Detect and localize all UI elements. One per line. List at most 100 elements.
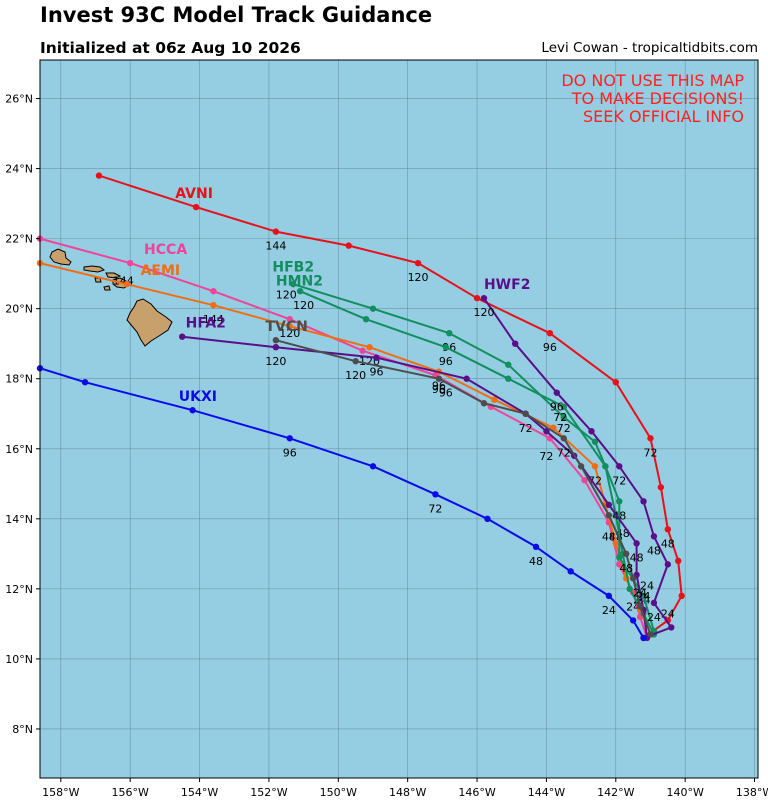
track-point-tvcn <box>647 631 654 638</box>
lat-tick-label: 20°N <box>5 303 33 316</box>
model-name-hfb2: HFB2 <box>272 260 314 276</box>
track-point-ukxi <box>286 435 293 442</box>
island-hawaii <box>126 298 173 347</box>
track-point-hfb2 <box>505 361 512 368</box>
forecast-hour-label: 72 <box>557 422 571 435</box>
track-point-hmn2 <box>362 315 370 323</box>
model-name-hfa2: HFA2 <box>186 316 226 332</box>
track-point-hwf2 <box>650 533 658 540</box>
track-point-avni <box>414 259 422 267</box>
model-name-hmn2: HMN2 <box>276 274 323 290</box>
ocean-background <box>40 60 758 778</box>
lat-tick-label: 22°N <box>5 233 33 246</box>
forecast-hour-label: 48 <box>661 537 675 550</box>
track-point-aemi <box>491 396 498 403</box>
track-point-hfb2 <box>290 280 297 288</box>
track-point-tvcn <box>622 550 630 558</box>
track-point-hmn2 <box>296 287 304 295</box>
warning-line-1: DO NOT USE THIS MAP <box>561 71 744 90</box>
track-point-hmn2 <box>442 344 450 351</box>
lat-tick-label: 24°N <box>5 163 33 176</box>
track-point-aemi <box>591 463 599 470</box>
track-point-hwf2 <box>640 498 647 505</box>
track-point-tvcn <box>522 410 529 417</box>
track-point-hwf2 <box>668 624 675 631</box>
forecast-hour-label: 96 <box>439 387 453 400</box>
track-point-tvcn <box>636 603 644 610</box>
track-point-hcca <box>581 477 588 484</box>
lon-tick-label: 146°W <box>458 786 495 799</box>
track-point-hcca <box>210 287 217 295</box>
track-point-hwf2 <box>553 389 561 396</box>
track-point-ukxi <box>567 568 574 575</box>
lon-tick-label: 148°W <box>389 786 426 799</box>
track-point-avni <box>664 526 672 533</box>
track-point-ukxi <box>629 617 637 624</box>
forecast-hour-label: 96 <box>369 366 383 379</box>
lat-tick-label: 12°N <box>5 583 33 596</box>
track-point-hmn2 <box>616 498 623 505</box>
forecast-hour-label: 72 <box>539 450 553 463</box>
forecast-hour-label: 72 <box>428 502 442 515</box>
forecast-hour-label: 96 <box>550 401 564 414</box>
forecast-hour-label: 120 <box>345 369 366 382</box>
model-name-tvcn: TVCN <box>265 319 307 335</box>
track-point-hfa2 <box>272 344 280 351</box>
track-point-avni <box>612 379 619 386</box>
lon-tick-label: 140°W <box>666 786 703 799</box>
forecast-hour-label: 48 <box>529 555 543 568</box>
track-point-aemi <box>612 540 619 547</box>
track-point-hwf2 <box>664 561 672 568</box>
forecast-hour-label: 24 <box>637 590 651 603</box>
island-molokai <box>105 272 122 279</box>
forecast-hour-label: 120 <box>276 289 297 302</box>
track-point-avni <box>95 172 103 179</box>
track-point-ukxi <box>640 634 647 642</box>
forecast-hour-label: 96 <box>283 446 297 459</box>
warning-line-3: SEEK OFFICIAL INFO <box>583 107 744 126</box>
lon-tick-label: 144°W <box>528 786 565 799</box>
track-point-hwf2 <box>616 463 623 470</box>
track-point-hfb2 <box>591 438 599 445</box>
model-name-hwf2: HWF2 <box>484 277 530 293</box>
track-point-hcca <box>126 259 134 267</box>
forecast-hour-label: 96 <box>543 341 557 354</box>
forecast-hour-label: 96 <box>432 383 446 396</box>
track-point-hfb2 <box>446 329 453 337</box>
lat-tick-label: 26°N <box>5 93 33 106</box>
track-point-avni <box>272 228 280 235</box>
track-line-tvcn <box>275 339 652 635</box>
forecast-hour-label: 72 <box>557 446 571 459</box>
track-line-ukxi <box>39 367 645 639</box>
lon-tick-label: 158°W <box>42 786 79 799</box>
model-name-hcca: HCCA <box>144 242 187 258</box>
lon-tick-label: 154°W <box>181 786 218 799</box>
lon-tick-label: 142°W <box>597 786 634 799</box>
track-point-tvcn <box>480 400 488 407</box>
track-point-ukxi <box>369 463 377 470</box>
forecast-hour-label: 48 <box>619 562 633 575</box>
track-point-hwf2 <box>650 599 658 607</box>
track-line-hfa2 <box>182 335 648 639</box>
track-point-hmn2 <box>602 463 609 470</box>
forecast-hour-label: 24 <box>647 611 661 624</box>
forecast-hour-label: 48 <box>630 551 644 564</box>
init-time-subtitle: Initialized at 06z Aug 10 2026 <box>40 39 301 57</box>
forecast-hour-label: 120 <box>265 355 286 368</box>
lat-tick-label: 18°N <box>5 373 33 386</box>
lon-tick-label: 150°W <box>320 786 357 799</box>
track-point-ukxi <box>81 379 89 386</box>
track-point-avni <box>657 484 665 491</box>
island-kahoolawe <box>103 285 111 291</box>
model-name-ukxi: UKXI <box>179 389 217 405</box>
lon-tick-label: 138°W <box>736 786 768 799</box>
track-point-ukxi <box>605 592 613 600</box>
track-point-hfb2 <box>626 585 633 593</box>
track-point-ukxi <box>532 543 540 551</box>
map-grid <box>40 60 758 778</box>
forecast-hour-label: 72 <box>643 446 657 459</box>
track-point-hfb2 <box>560 414 567 421</box>
